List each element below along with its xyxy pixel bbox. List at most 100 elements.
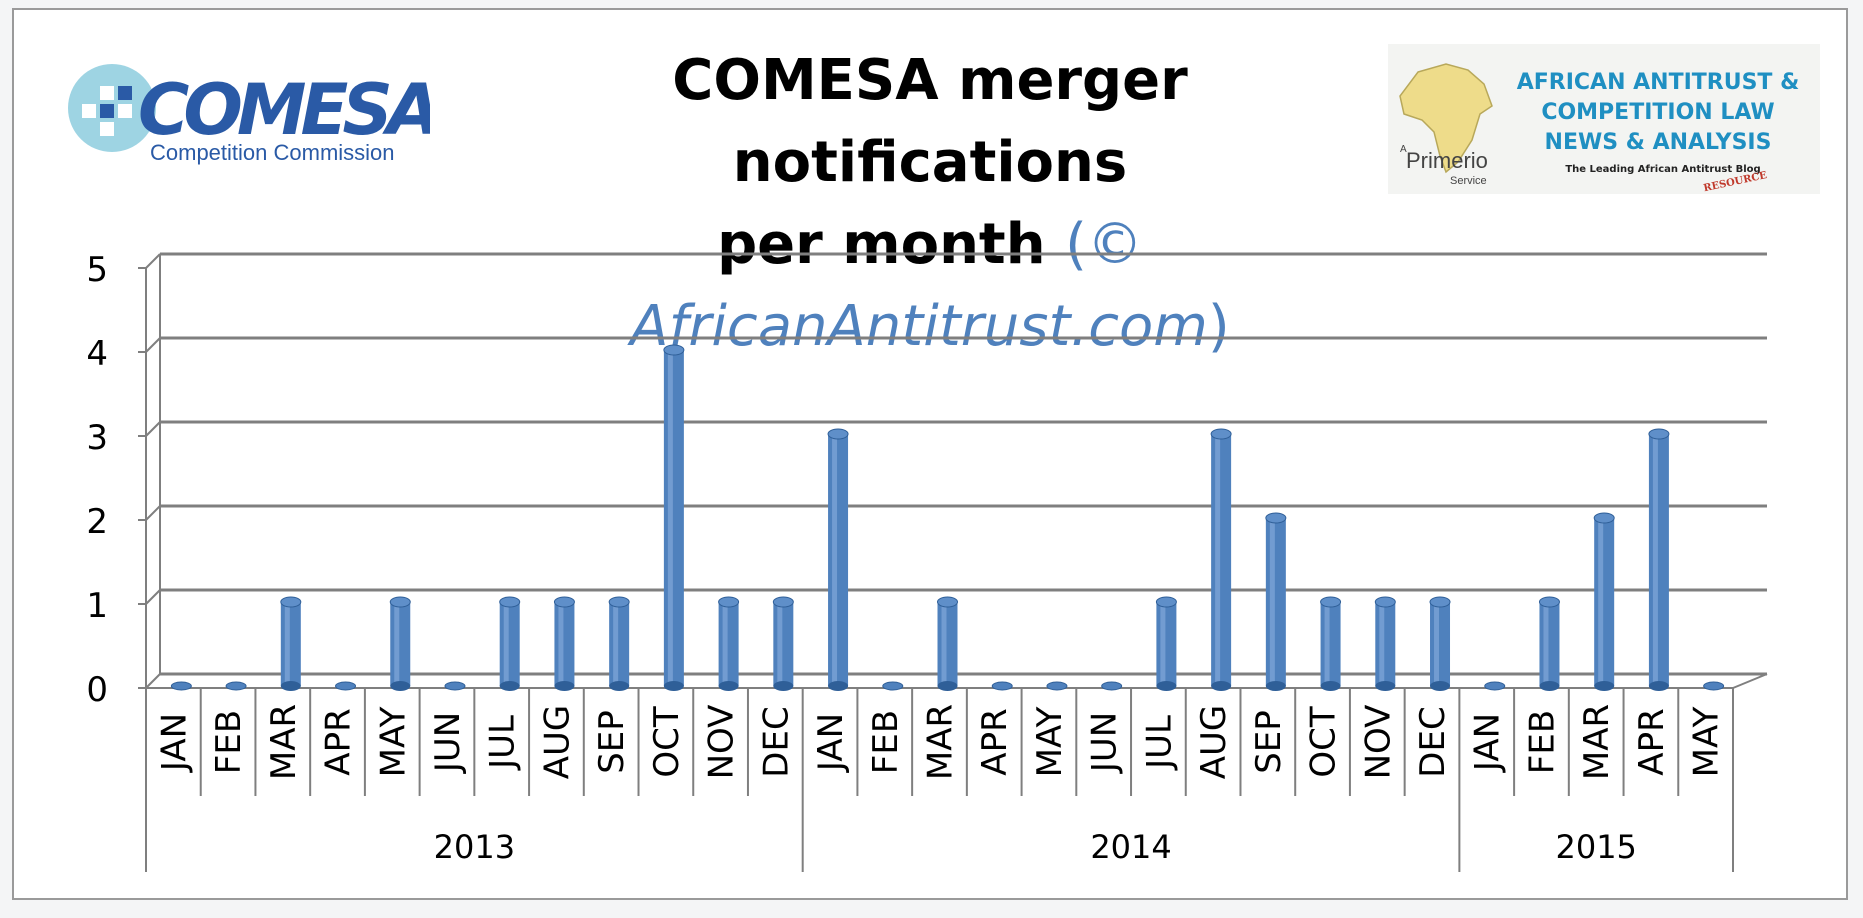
- bar-highlight: [1543, 602, 1549, 686]
- x-tick-label: MAR: [921, 704, 961, 780]
- logo-tagline: The Leading African Antitrust Blog: [1565, 164, 1761, 175]
- credit-site: AfricanAntitrust.com: [630, 294, 1208, 359]
- bar: [1703, 681, 1725, 691]
- bar-top: [553, 596, 575, 608]
- chart-title-line1: COMESA merger notifications: [672, 48, 1188, 195]
- y-tick-label: 2: [86, 502, 108, 542]
- y-tick-label: 5: [86, 250, 108, 290]
- bar: [1210, 428, 1232, 691]
- x-tick-label: SEP: [592, 710, 632, 774]
- bar: [1101, 681, 1123, 691]
- bar-highlight: [777, 602, 783, 686]
- x-tick-label: APR: [975, 708, 1015, 775]
- bar-top: [1538, 596, 1560, 608]
- x-tick-label: APR: [319, 708, 359, 775]
- y-tick-label: 3: [86, 418, 108, 458]
- bar: [1648, 428, 1670, 691]
- bar: [1265, 512, 1287, 691]
- year-label: 2013: [434, 828, 515, 866]
- bar-highlight: [667, 350, 673, 686]
- bar-highlight: [941, 602, 947, 686]
- x-tick-label: JUL: [483, 715, 523, 771]
- bar-highlight: [1652, 434, 1658, 686]
- x-tick-label: NOV: [702, 705, 742, 780]
- bar-bottom: [1320, 681, 1341, 691]
- bar: [718, 596, 740, 691]
- bar-highlight: [284, 602, 290, 686]
- bar-top: [608, 596, 630, 608]
- bar-bottom: [554, 681, 575, 691]
- gridline-depth: [145, 673, 161, 689]
- bar: [553, 596, 575, 691]
- gridline-depth: [145, 421, 161, 437]
- comesa-subtitle: Competition Commission: [150, 140, 395, 165]
- x-tick-label: JUL: [1139, 715, 1179, 771]
- bar: [882, 681, 904, 691]
- chart-title: COMESA merger notifications per month (©…: [480, 40, 1380, 368]
- primerio-text: Primerio: [1406, 148, 1488, 173]
- bar-highlight: [1324, 602, 1330, 686]
- bar: [280, 596, 302, 691]
- bar: [827, 428, 849, 691]
- bar-bottom: [663, 681, 684, 691]
- bar-bottom: [1156, 681, 1177, 691]
- bar-bottom: [609, 681, 630, 691]
- bar: [1538, 596, 1560, 691]
- bar-bottom: [773, 681, 794, 691]
- bar-zero-disc: [225, 681, 247, 691]
- gridline-depth: [145, 337, 161, 353]
- bar-body: [1211, 434, 1232, 686]
- bar-body: [663, 350, 684, 686]
- bar-top: [772, 596, 794, 608]
- bar-bottom: [1539, 681, 1560, 691]
- bar-bottom: [1211, 681, 1232, 691]
- bar-zero-disc: [882, 681, 904, 691]
- bar-body: [1648, 434, 1669, 686]
- bar-body: [280, 602, 301, 686]
- bar: [499, 596, 521, 691]
- x-tick-label: SEP: [1249, 710, 1289, 774]
- gridline-depth: [145, 505, 161, 521]
- bar-highlight: [1215, 434, 1221, 686]
- bar-top: [1429, 596, 1451, 608]
- x-tick-label: AUG: [537, 705, 577, 780]
- bar-highlight: [394, 602, 400, 686]
- bar-body: [609, 602, 630, 686]
- bar-body: [1375, 602, 1396, 686]
- bar-top: [718, 596, 740, 608]
- bar: [335, 681, 357, 691]
- bar-zero-disc: [991, 681, 1013, 691]
- chart-credit: (© AfricanAntitrust.com): [630, 212, 1229, 359]
- bar-top: [1374, 596, 1396, 608]
- bar-zero-disc: [1046, 681, 1068, 691]
- bar-bottom: [1375, 681, 1396, 691]
- bar-body: [718, 602, 739, 686]
- gridline-depth: [145, 589, 161, 605]
- bar-top: [1648, 428, 1670, 440]
- service-text: Service: [1450, 175, 1487, 187]
- bar-highlight: [558, 602, 564, 686]
- africa-map-icon: A Primerio Service: [1399, 63, 1493, 187]
- bar-highlight: [1160, 602, 1166, 686]
- chart-title-line2: per month (© AfricanAntitrust.com): [480, 204, 1380, 368]
- x-tick-label: AUG: [1194, 705, 1234, 780]
- bar-body: [773, 602, 794, 686]
- resource-stamp: RESOURCE: [1703, 170, 1769, 192]
- bar: [937, 596, 958, 691]
- bar-highlight: [832, 434, 838, 686]
- x-tick-label: DEC: [756, 706, 796, 777]
- bar: [1484, 681, 1506, 691]
- bar-highlight: [1598, 518, 1604, 686]
- comesa-wordmark: COMESA: [138, 69, 430, 151]
- bar-top: [1210, 428, 1232, 440]
- logo-line3: NEWS & ANALYSIS: [1544, 130, 1772, 155]
- x-tick-label: JAN: [811, 713, 851, 773]
- bar-body: [1539, 602, 1560, 686]
- x-tick-label: FEB: [209, 710, 249, 774]
- bar: [1046, 681, 1068, 691]
- bar-body: [937, 602, 958, 686]
- comesa-logo: COMESA Competition Commission: [60, 62, 442, 172]
- x-tick-label: MAR: [1577, 704, 1617, 780]
- bar-bottom: [718, 681, 739, 691]
- bar-highlight: [722, 602, 728, 686]
